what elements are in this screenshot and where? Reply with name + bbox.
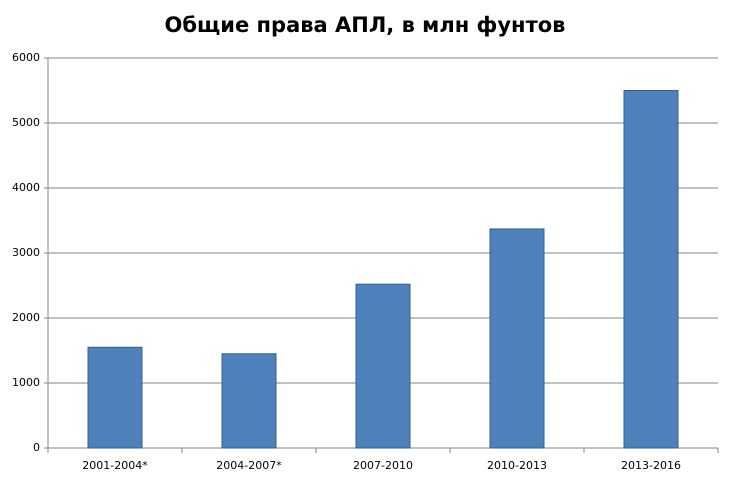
chart-title: Общие права АПЛ, в млн фунтов <box>165 13 566 37</box>
bar <box>355 283 411 449</box>
y-tick-label: 0 <box>33 441 40 454</box>
y-tick-label: 2000 <box>12 311 40 324</box>
x-tick-label: 2001-2004* <box>82 459 148 472</box>
y-tick-label: 4000 <box>12 181 40 194</box>
y-tick-label: 6000 <box>12 51 40 64</box>
y-tick-label: 1000 <box>12 376 40 389</box>
y-tick-label: 5000 <box>12 116 40 129</box>
y-tick-label: 3000 <box>12 246 40 259</box>
bar <box>489 228 545 449</box>
x-tick-label: 2010-2013 <box>487 459 547 472</box>
x-tick-label: 2013-2016 <box>621 459 681 472</box>
bar <box>623 90 679 449</box>
x-tick-label: 2007-2010 <box>353 459 413 472</box>
bar <box>87 346 143 449</box>
bar <box>221 353 277 449</box>
x-tick-label: 2004-2007* <box>216 459 282 472</box>
